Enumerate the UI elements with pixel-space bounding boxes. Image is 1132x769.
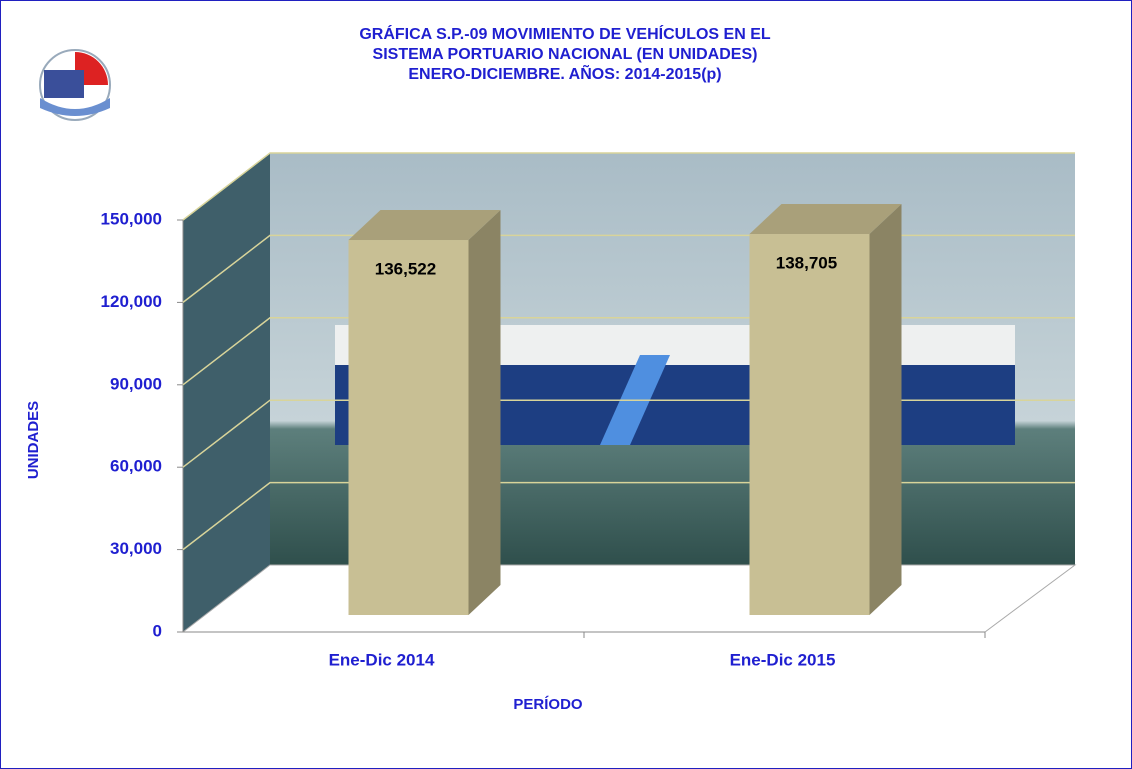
bar	[349, 240, 469, 615]
value-label: 138,705	[776, 254, 837, 273]
bar	[750, 234, 870, 615]
x-axis-label: PERÍODO	[513, 696, 583, 713]
floor	[183, 565, 1075, 632]
bar-side	[469, 210, 501, 615]
side-wall	[183, 153, 270, 632]
chart-title: SISTEMA PORTUARIO NACIONAL (EN UNIDADES)	[373, 46, 758, 63]
y-tick-label: 0	[153, 621, 162, 640]
y-tick-label: 60,000	[110, 457, 162, 476]
y-tick-label: 120,000	[101, 292, 162, 311]
chart: GRÁFICA S.P.-09 MOVIMIENTO DE VEHÍCULOS …	[0, 0, 1132, 769]
x-tick-label: Ene-Dic 2014	[329, 650, 435, 669]
y-axis-label: UNIDADES	[25, 401, 42, 479]
chart-title: ENERO-DICIEMBRE. AÑOS: 2014-2015(p)	[408, 63, 721, 83]
chart-title: GRÁFICA S.P.-09 MOVIMIENTO DE VEHÍCULOS …	[359, 24, 771, 43]
value-label: 136,522	[375, 260, 436, 279]
bar-side	[870, 204, 902, 615]
logo	[40, 50, 110, 120]
y-tick-label: 150,000	[101, 209, 162, 228]
y-tick-label: 90,000	[110, 374, 162, 393]
x-tick-label: Ene-Dic 2015	[730, 650, 836, 669]
y-tick-label: 30,000	[110, 539, 162, 558]
